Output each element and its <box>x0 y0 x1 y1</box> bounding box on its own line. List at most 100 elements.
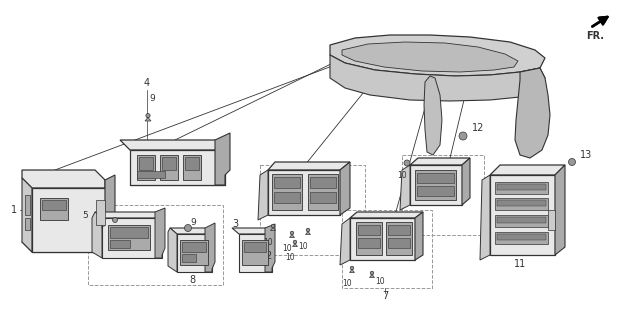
Polygon shape <box>95 212 162 218</box>
Polygon shape <box>495 215 548 227</box>
Polygon shape <box>92 212 102 258</box>
Polygon shape <box>330 35 545 76</box>
Polygon shape <box>424 76 442 155</box>
Text: 8: 8 <box>189 275 195 285</box>
Circle shape <box>290 231 294 235</box>
Polygon shape <box>96 200 105 225</box>
Polygon shape <box>497 217 546 223</box>
Polygon shape <box>32 188 105 252</box>
Polygon shape <box>369 275 375 277</box>
Polygon shape <box>388 238 410 248</box>
Circle shape <box>271 224 275 228</box>
Polygon shape <box>495 198 548 210</box>
Polygon shape <box>417 173 454 183</box>
Polygon shape <box>548 210 555 230</box>
Polygon shape <box>232 228 272 234</box>
Polygon shape <box>108 225 150 250</box>
Polygon shape <box>497 234 546 240</box>
Polygon shape <box>105 175 115 252</box>
Bar <box>342 210 432 288</box>
Circle shape <box>568 158 575 165</box>
Text: 12: 12 <box>472 123 484 133</box>
Polygon shape <box>25 218 30 230</box>
Polygon shape <box>497 200 546 206</box>
Circle shape <box>293 240 297 244</box>
Polygon shape <box>306 231 310 235</box>
Circle shape <box>113 218 117 222</box>
Polygon shape <box>22 170 105 188</box>
Text: FR.: FR. <box>586 31 604 41</box>
Polygon shape <box>358 238 380 248</box>
Text: 9: 9 <box>190 218 196 227</box>
Polygon shape <box>350 218 415 260</box>
Polygon shape <box>162 157 176 170</box>
Polygon shape <box>137 171 165 178</box>
Polygon shape <box>400 165 410 210</box>
Polygon shape <box>480 175 490 260</box>
Polygon shape <box>356 222 382 255</box>
Text: 13: 13 <box>580 150 592 160</box>
Polygon shape <box>268 170 340 215</box>
Polygon shape <box>462 158 470 205</box>
Polygon shape <box>415 212 423 260</box>
Polygon shape <box>183 155 201 180</box>
Polygon shape <box>145 117 151 121</box>
Bar <box>402 155 484 235</box>
Polygon shape <box>182 242 206 252</box>
Circle shape <box>146 114 150 118</box>
Circle shape <box>350 266 354 270</box>
Circle shape <box>404 160 410 166</box>
Text: 11: 11 <box>514 259 526 269</box>
Polygon shape <box>185 157 199 170</box>
Polygon shape <box>265 224 275 272</box>
Polygon shape <box>205 223 215 272</box>
Text: 5: 5 <box>82 211 88 220</box>
Polygon shape <box>310 177 336 188</box>
Polygon shape <box>120 140 225 150</box>
Text: 10: 10 <box>342 278 352 287</box>
Text: 10: 10 <box>298 242 308 251</box>
Polygon shape <box>168 228 177 272</box>
Text: 4: 4 <box>144 78 150 88</box>
Polygon shape <box>490 165 565 175</box>
Polygon shape <box>342 42 518 72</box>
Polygon shape <box>22 178 32 252</box>
Polygon shape <box>170 228 212 234</box>
Polygon shape <box>330 55 545 101</box>
Polygon shape <box>139 157 153 170</box>
Text: 10: 10 <box>375 277 385 286</box>
Polygon shape <box>515 68 550 158</box>
Polygon shape <box>417 186 454 196</box>
Circle shape <box>185 225 192 231</box>
Text: 10: 10 <box>285 252 295 261</box>
Polygon shape <box>258 170 268 220</box>
Polygon shape <box>182 254 196 262</box>
Circle shape <box>306 228 310 232</box>
Polygon shape <box>490 175 555 255</box>
Text: 9: 9 <box>149 93 155 102</box>
Polygon shape <box>110 240 130 248</box>
Polygon shape <box>177 234 212 272</box>
Polygon shape <box>137 155 155 180</box>
Polygon shape <box>155 208 165 258</box>
Polygon shape <box>310 192 336 203</box>
Text: 1: 1 <box>11 205 17 215</box>
Polygon shape <box>160 155 178 180</box>
Polygon shape <box>386 222 412 255</box>
Polygon shape <box>410 165 462 205</box>
Polygon shape <box>242 240 268 265</box>
Polygon shape <box>102 218 162 258</box>
Polygon shape <box>239 234 272 272</box>
Text: 10: 10 <box>282 244 292 252</box>
Polygon shape <box>340 218 350 265</box>
Text: 6: 6 <box>484 180 490 190</box>
Bar <box>88 205 223 285</box>
Polygon shape <box>495 182 548 194</box>
Polygon shape <box>110 227 148 238</box>
Polygon shape <box>308 174 338 210</box>
Circle shape <box>459 132 467 140</box>
Text: 10: 10 <box>263 237 273 246</box>
Text: P: P <box>100 224 104 230</box>
Text: 10: 10 <box>397 171 407 180</box>
Polygon shape <box>274 177 300 188</box>
